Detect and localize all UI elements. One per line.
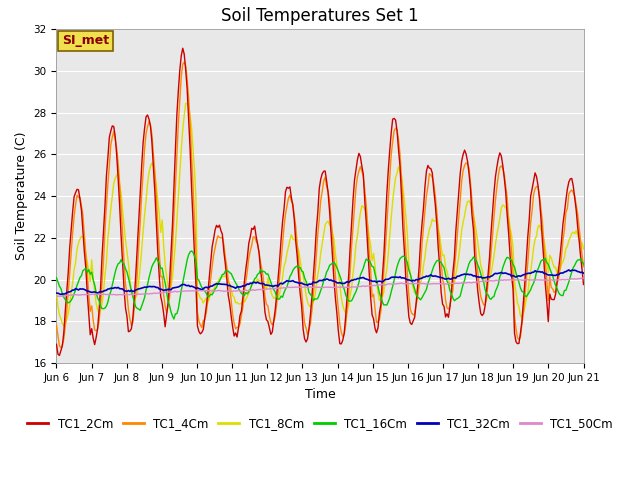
X-axis label: Time: Time bbox=[305, 388, 335, 401]
Y-axis label: Soil Temperature (C): Soil Temperature (C) bbox=[15, 132, 28, 261]
Legend: TC1_2Cm, TC1_4Cm, TC1_8Cm, TC1_16Cm, TC1_32Cm, TC1_50Cm: TC1_2Cm, TC1_4Cm, TC1_8Cm, TC1_16Cm, TC1… bbox=[22, 412, 618, 435]
Title: Soil Temperatures Set 1: Soil Temperatures Set 1 bbox=[221, 7, 419, 25]
Text: SI_met: SI_met bbox=[61, 34, 109, 48]
